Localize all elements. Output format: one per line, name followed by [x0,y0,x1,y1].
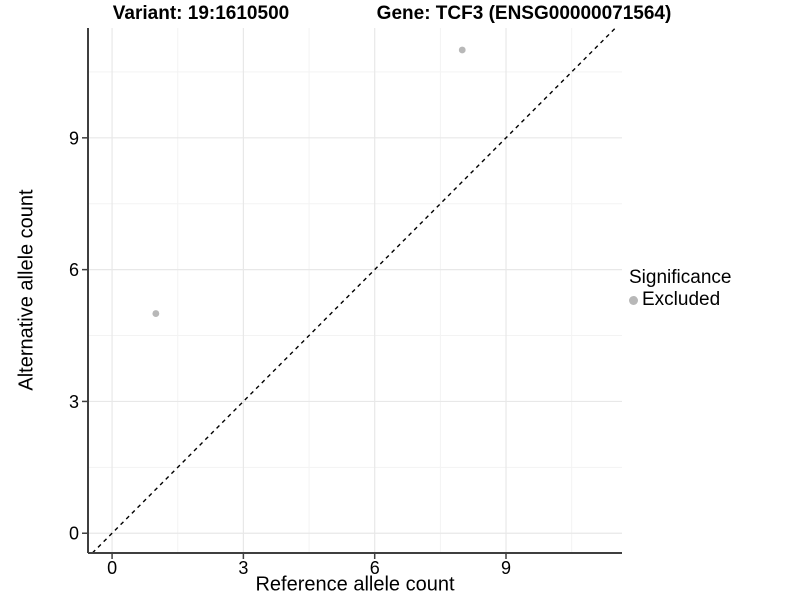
data-point [458,46,466,54]
y-axis-title: Alternative allele count [15,189,38,391]
x-axis-title: Reference allele count [255,573,455,596]
legend: Significance Excluded [629,266,731,311]
y-tick-label: 6 [69,260,79,280]
identity-line [91,27,616,554]
x-tick-label: 0 [107,558,117,578]
x-tick-label: 6 [370,558,380,578]
y-tick-label: 9 [69,128,79,148]
legend-item-excluded: Excluded [629,289,731,311]
data-point [152,310,160,317]
plot-title-gene: Gene: TCF3 (ENSG00000071564) [376,3,672,24]
plot-title-variant: Variant: 19:1610500 [112,3,290,24]
legend-point-icon [629,295,638,305]
legend-title: Significance [629,267,732,288]
x-tick-label: 3 [238,558,248,578]
x-tick-label: 9 [501,558,511,578]
legend-item-label: Excluded [642,289,721,310]
y-tick-label: 0 [69,524,79,544]
y-tick-label: 3 [69,392,79,412]
